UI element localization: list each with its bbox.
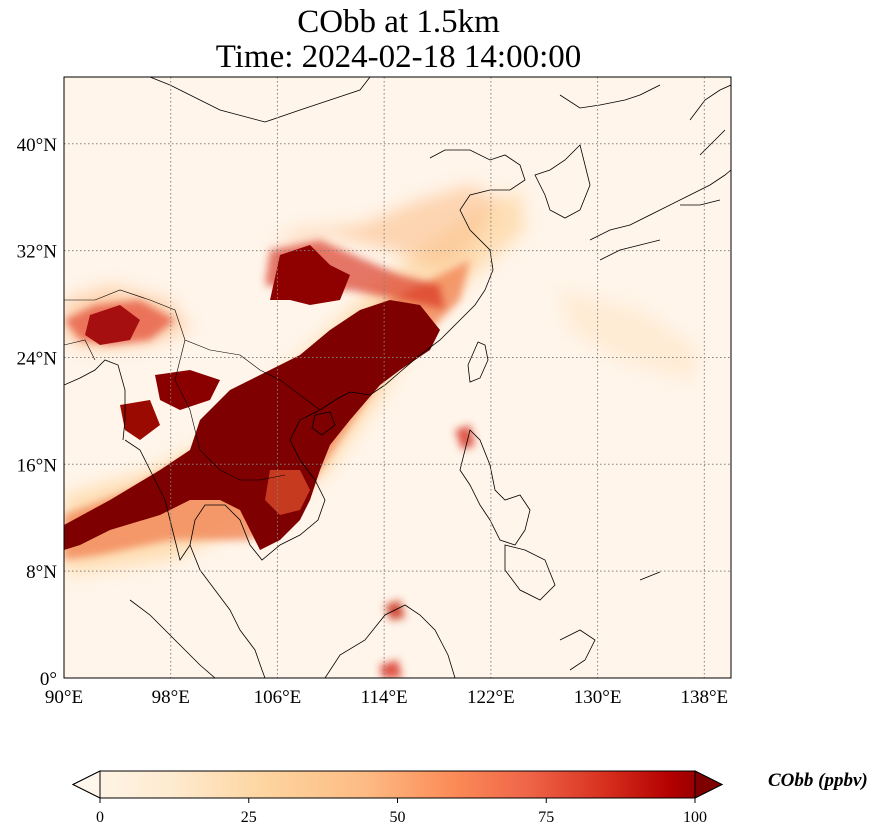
luzon-coastline xyxy=(459,429,531,546)
colorbar-tick-label: 100 xyxy=(683,809,707,826)
lon-tick-label: 114°E xyxy=(361,687,408,708)
lat-tick-label: 40°N xyxy=(17,135,58,156)
north-border xyxy=(149,77,371,123)
bengal-coastline xyxy=(64,359,126,441)
colorbar-extend-min xyxy=(71,770,101,799)
northeast-border xyxy=(559,84,661,109)
gridlines xyxy=(64,77,731,678)
colorbar-extend-max xyxy=(694,770,724,799)
lat-ticks: 0° 8°N 16°N 24°N 32°N 40°N xyxy=(17,135,58,690)
colorbar-tick-label: 25 xyxy=(241,809,257,826)
korea-coastline xyxy=(534,144,591,219)
lon-tick-label: 138°E xyxy=(680,687,728,708)
inland-border-1 xyxy=(94,289,321,411)
hainan-coastline xyxy=(311,411,336,436)
lat-tick-label: 32°N xyxy=(17,242,58,263)
lat-tick-label: 16°N xyxy=(17,455,58,476)
taiwan-coastline xyxy=(467,341,489,383)
map-subtitle: Time: 2024-02-18 14:00:00 xyxy=(215,39,582,75)
lon-tick-label: 106°E xyxy=(254,687,302,708)
lon-tick-label: 130°E xyxy=(574,687,622,708)
sulawesi-coastline xyxy=(559,571,661,671)
borneo-coastline xyxy=(324,604,456,678)
lon-tick-label: 90°E xyxy=(45,687,83,708)
china-coastline xyxy=(319,149,526,411)
lon-tick-label: 98°E xyxy=(152,687,190,708)
lon-tick-label: 122°E xyxy=(467,687,515,708)
myanmar-coastline xyxy=(124,439,191,561)
coastlines xyxy=(64,77,731,678)
japan-north-coastline xyxy=(689,84,731,156)
mindanao-coastline xyxy=(504,544,556,601)
japan-coastline xyxy=(589,169,731,261)
colorbar-bar xyxy=(71,770,724,799)
colorbar-ticks: 0 25 50 75 100 xyxy=(96,798,707,826)
indochina-coastline xyxy=(189,409,326,678)
colorbar-tick-label: 0 xyxy=(96,809,104,826)
colorbar: 0 25 50 75 100 xyxy=(71,770,724,826)
sumatra-coastline xyxy=(129,599,216,678)
colorbar-label: CObb (ppbv) xyxy=(768,770,868,791)
inland-border-2 xyxy=(174,339,286,481)
lat-tick-label: 24°N xyxy=(17,348,58,369)
map-title: CObb at 1.5km xyxy=(297,4,500,40)
colorbar-tick-label: 50 xyxy=(390,809,406,826)
dense-plume xyxy=(64,245,440,550)
lon-ticks: 90°E 98°E 106°E 114°E 122°E 130°E 138°E xyxy=(45,687,728,708)
lat-tick-label: 8°N xyxy=(26,562,57,583)
colorbar-tick-label: 75 xyxy=(538,809,554,826)
inland-border-3 xyxy=(64,299,96,361)
lat-tick-label: 0° xyxy=(40,669,57,690)
plot-frame xyxy=(63,76,732,679)
